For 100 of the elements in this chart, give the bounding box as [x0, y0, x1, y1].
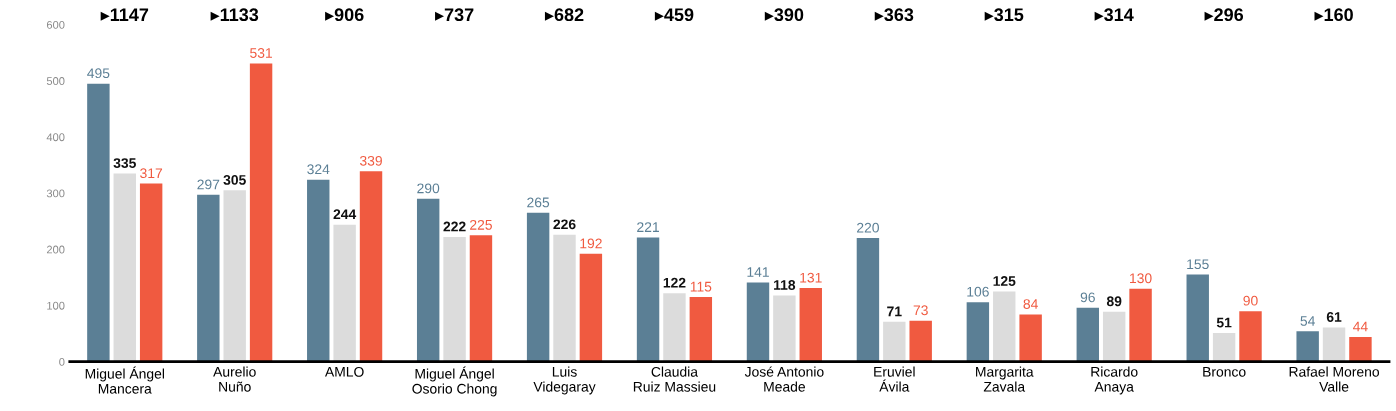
- bar: [416, 198, 440, 362]
- data-label: 220: [857, 222, 879, 233]
- bar: [1296, 331, 1319, 362]
- x-tick-label: José Antonio Meade: [744, 366, 824, 392]
- text: ▸363: [874, 8, 914, 22]
- data-label: 73: [913, 305, 928, 316]
- x-tick-label: Miguel Ángel Osorio Chong: [412, 366, 497, 397]
- bar: [526, 212, 550, 362]
- bar: [359, 171, 383, 362]
- x-tick-label: AMLO: [324, 366, 364, 377]
- data-label: 221: [637, 222, 659, 232]
- bar: [1349, 336, 1372, 362]
- data-label: 84: [1023, 299, 1038, 309]
- data-label: 44: [1353, 321, 1368, 332]
- data-label: 131: [800, 272, 822, 283]
- text: ▸459: [654, 8, 694, 22]
- bar: [307, 179, 330, 362]
- y-tick-label: 500: [46, 77, 65, 85]
- data-label: 305: [223, 175, 246, 185]
- data-label: 222: [443, 221, 466, 232]
- text: ▸315: [984, 8, 1024, 22]
- data-label: 61: [1326, 312, 1342, 322]
- y-tick-label: 600: [46, 20, 65, 29]
- bar: [579, 253, 603, 362]
- bar: [443, 236, 466, 362]
- text: ▸1133: [210, 8, 259, 22]
- x-tick-label: Luis Videgaray: [533, 366, 596, 395]
- x-tick-label: Eruviel Ávila: [874, 366, 915, 392]
- bar: [689, 297, 713, 362]
- bar: [663, 293, 686, 362]
- bar: [1322, 327, 1346, 362]
- data-label: 106: [967, 286, 989, 297]
- data-label: 531: [250, 48, 272, 58]
- x-tick-label: Rafael Moreno Valle: [1289, 366, 1380, 392]
- data-label: 265: [527, 197, 550, 208]
- bar: [1186, 274, 1209, 362]
- bar: [883, 321, 906, 362]
- data-label: 54: [1300, 316, 1315, 326]
- bar: [87, 83, 110, 362]
- y-tick-label: 400: [46, 133, 65, 142]
- bar: [197, 194, 220, 362]
- bar: [113, 173, 136, 362]
- y-tick-label: 300: [46, 189, 65, 198]
- bar: [773, 295, 796, 362]
- text: ▸1147: [100, 8, 149, 21]
- data-label: 141: [747, 267, 769, 277]
- data-label: 130: [1130, 273, 1152, 284]
- x-tick-label: Claudia Ruiz Massieu: [633, 366, 716, 392]
- bar: [1212, 333, 1236, 362]
- bar: [799, 288, 822, 362]
- bar: [966, 302, 990, 362]
- bar: [249, 63, 273, 362]
- text: ▸682: [544, 8, 584, 22]
- data-label: 125: [993, 276, 1016, 286]
- text: ▸160: [1314, 8, 1353, 22]
- data-label: 122: [663, 277, 686, 288]
- bar: [636, 237, 660, 362]
- bar: [469, 235, 493, 362]
- bar: [223, 190, 246, 362]
- data-label: 495: [87, 68, 110, 79]
- bar: [1102, 311, 1126, 362]
- text: ▸737: [435, 8, 474, 22]
- bar: [993, 291, 1016, 362]
- data-label: 192: [580, 238, 602, 249]
- bar: [139, 183, 163, 362]
- bar: [1239, 311, 1262, 362]
- data-label: 290: [417, 183, 440, 194]
- data-label: 324: [307, 164, 330, 175]
- data-label: 244: [333, 209, 357, 219]
- data-label: 155: [1187, 259, 1209, 270]
- data-label: 96: [1080, 292, 1095, 303]
- bar: [746, 282, 770, 362]
- bar: [333, 224, 356, 362]
- data-label: 71: [887, 306, 902, 317]
- data-label: 90: [1243, 295, 1258, 306]
- x-tick-label: Miguel Ángel Mancera: [85, 366, 164, 394]
- data-label: 118: [774, 280, 796, 290]
- x-tick-label: Aurelio Nuño: [213, 366, 256, 392]
- bar: [856, 238, 880, 362]
- data-label: 317: [140, 168, 163, 179]
- data-label: 339: [359, 155, 382, 166]
- text: ▸314: [1094, 8, 1134, 22]
- x-tick-label: Margarita Zavala: [976, 366, 1034, 392]
- x-tick-label: Ricardo Anaya: [1091, 366, 1138, 395]
- bar: [1019, 314, 1042, 362]
- bar: [553, 234, 576, 362]
- y-tick-label: 0: [59, 357, 65, 366]
- y-tick-label: 200: [46, 245, 65, 254]
- bar: [1129, 288, 1152, 362]
- data-label: 51: [1216, 317, 1232, 328]
- data-label: 226: [553, 219, 576, 230]
- text: ▸296: [1204, 8, 1244, 22]
- text: ▸906: [325, 8, 364, 22]
- bar: [909, 320, 932, 362]
- data-label: 297: [197, 179, 220, 190]
- y-tick-label: 100: [47, 301, 65, 310]
- data-label: 115: [690, 281, 712, 292]
- data-label: 89: [1106, 296, 1122, 307]
- data-label: 335: [113, 158, 136, 169]
- data-label: 225: [470, 219, 492, 230]
